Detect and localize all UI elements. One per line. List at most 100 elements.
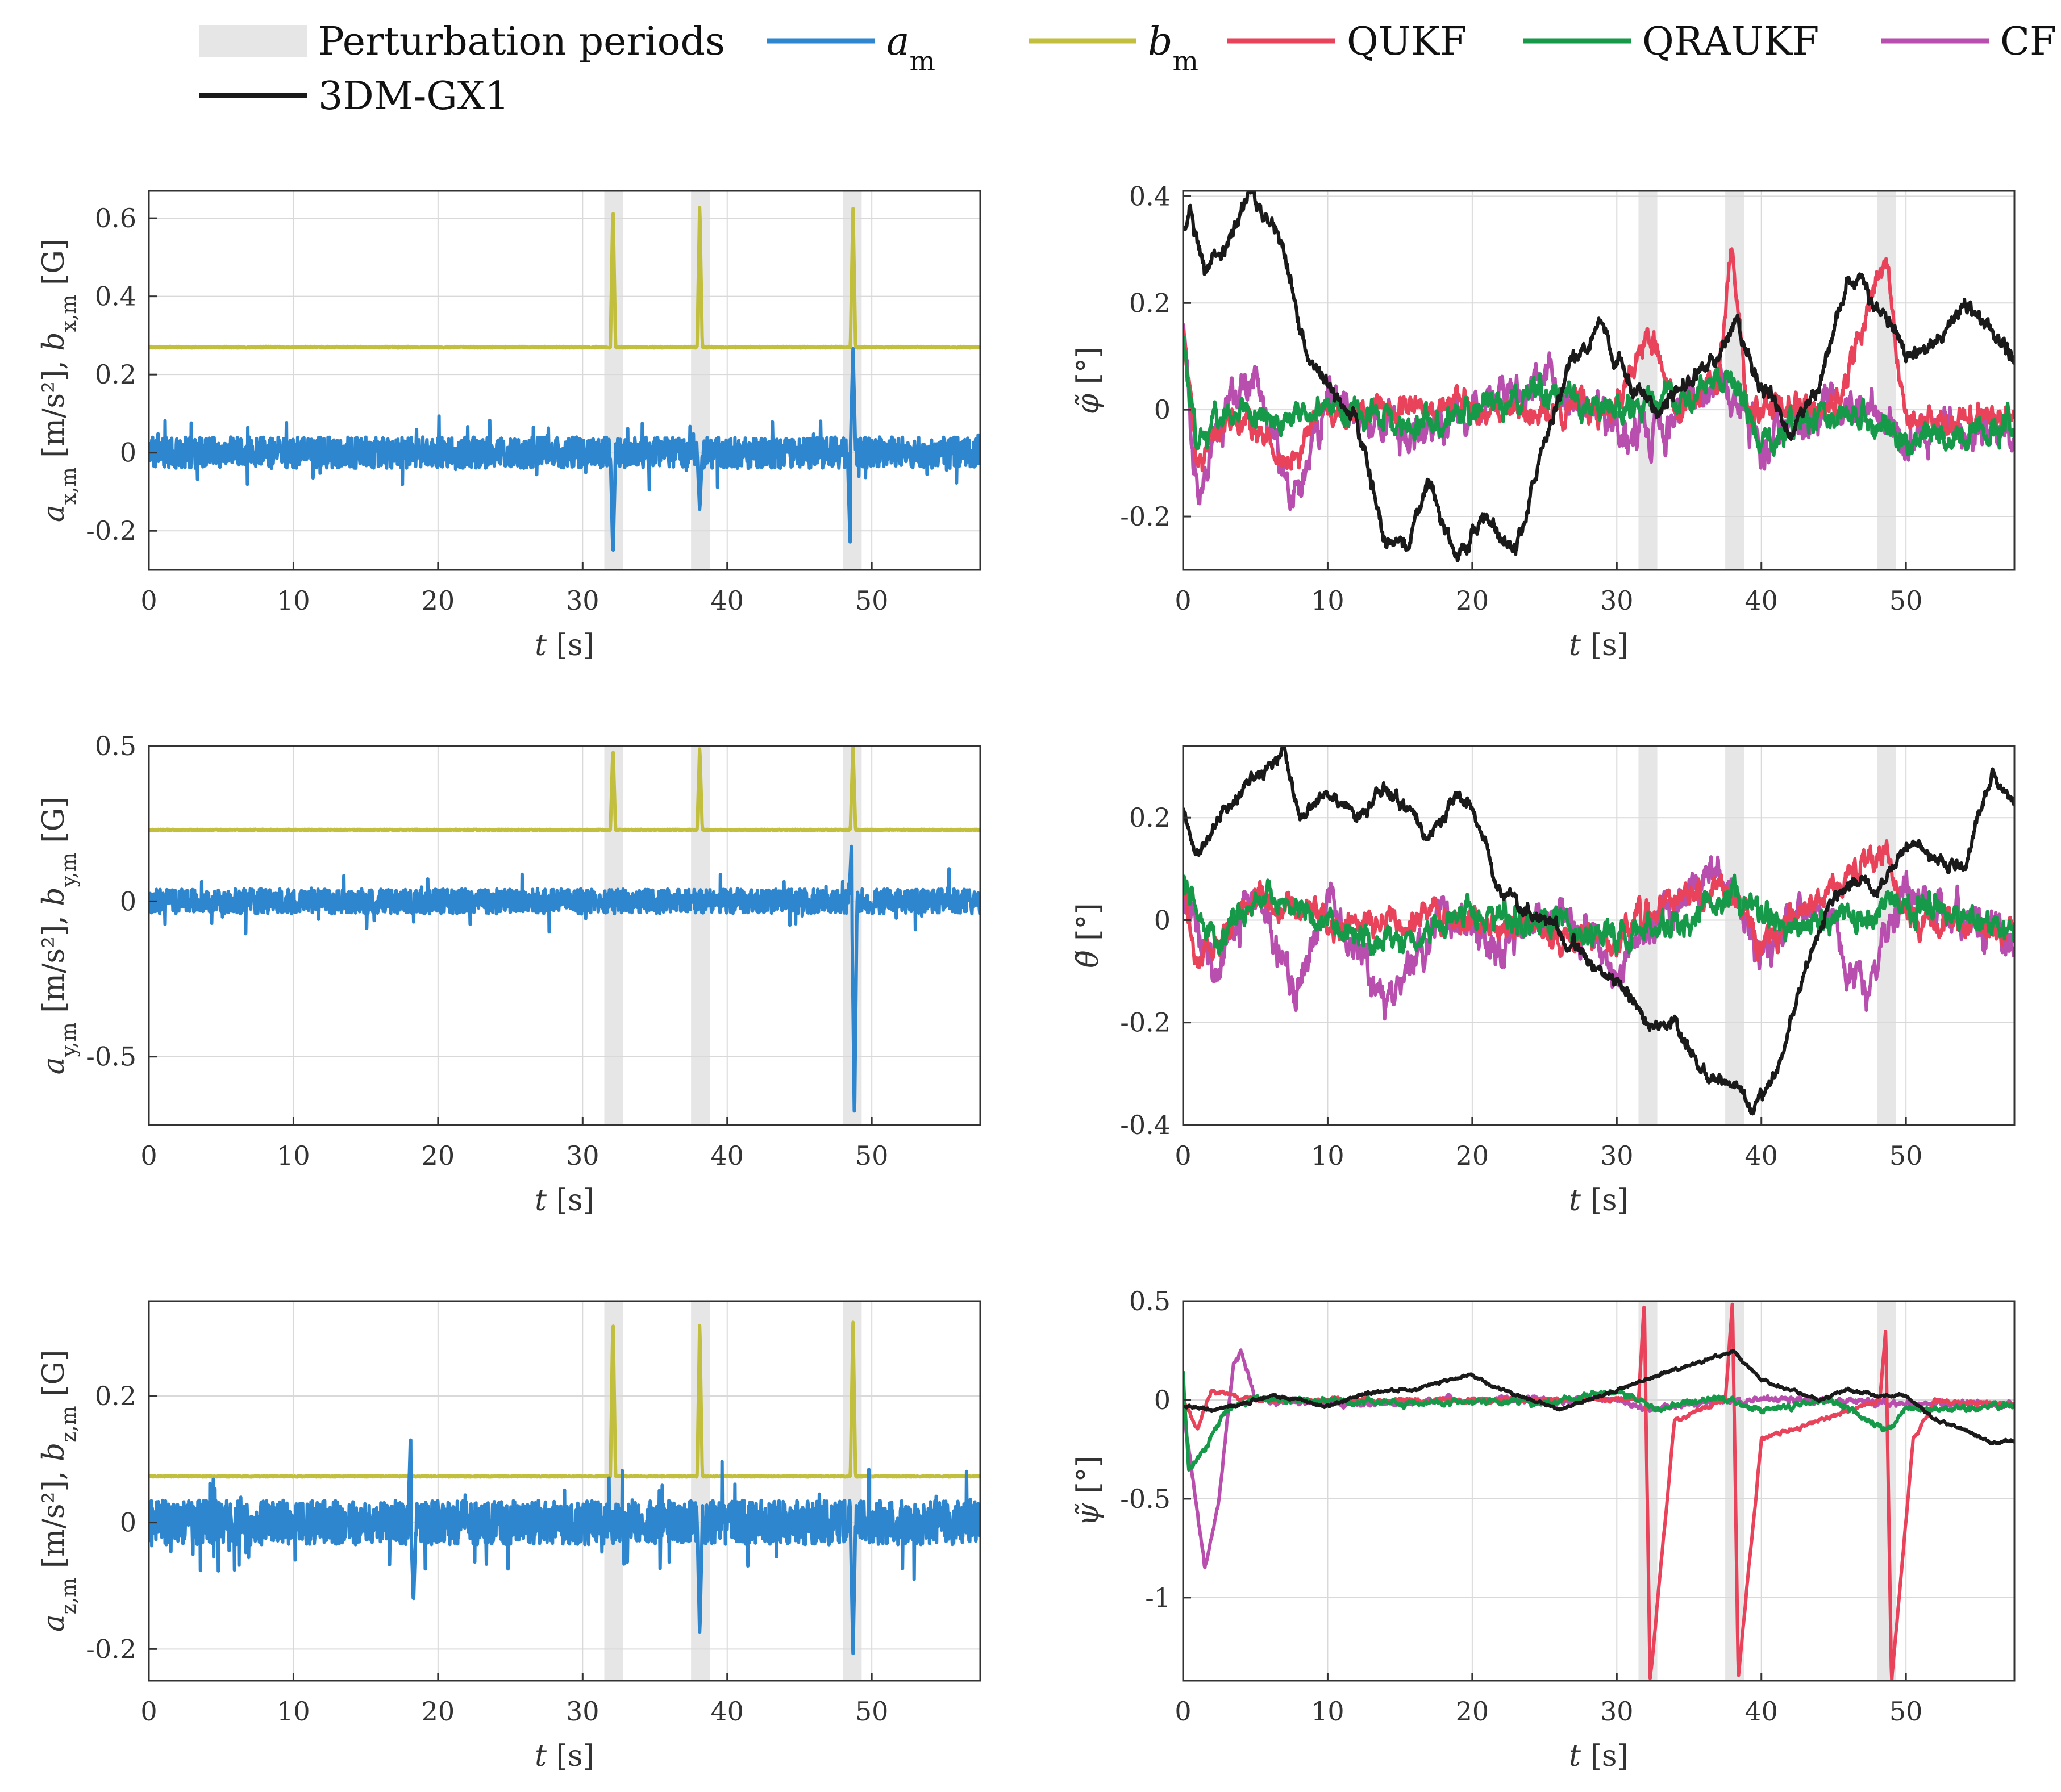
x-tick-label: 40 [1744,1696,1778,1727]
legend-label-bm: bm [1148,19,1198,77]
series-am [149,844,980,1113]
axes-frame [148,1300,981,1682]
y-tick-label: 0 [1154,394,1171,425]
series-am [149,1438,980,1656]
y-tick-label: 0.5 [1129,1286,1171,1316]
series-gx1 [1183,746,2014,1116]
x-axis-label: t [s] [535,1183,594,1218]
legend-item-bm[interactable]: bm [1029,19,1198,77]
legend-item-qraukf[interactable]: QRAUKF [1523,19,1819,64]
x-axis-label: t [s] [535,1739,594,1773]
x-tick-label: 0 [140,1140,157,1171]
legend-swatch-perturb [199,25,307,57]
x-tick-label: 30 [1600,1696,1634,1727]
x-tick-label: 30 [566,585,599,616]
axes-frame [1182,190,2016,571]
y-axis-label: az,m [m/s²], bz,m [G] [37,1350,81,1632]
y-tick-label: 0.4 [95,281,136,312]
chart-ax: 0 10 20 30 40 50 -0.2 0 0.2 0.4 0.6 t [s] ax,m [m/s²… [37,190,981,662]
legend-item-am[interactable]: am [767,19,935,77]
chart-ay: 0 10 20 30 40 50 -0.5 0 0.5 t [s] ay,m [m/s²], by,… [37,731,981,1218]
legend-label-qukf: QUKF [1347,19,1467,64]
x-tick-label: 50 [855,1696,889,1727]
x-tick-label: 0 [1175,1696,1191,1727]
y-tick-label: -0.5 [1120,1483,1171,1514]
y-tick-label: -0.2 [1120,501,1171,532]
y-tick-label: 0.5 [95,731,136,761]
x-tick-label: 50 [1889,1140,1923,1171]
x-tick-label: 0 [140,1696,157,1727]
y-tick-label: -0.2 [1120,1007,1171,1038]
y-axis-label: φ̃ [°] [1071,347,1105,415]
series-gx1 [1183,1349,2014,1445]
legend-label-gx1: 3DM-GX1 [318,74,509,119]
x-tick-label: 20 [422,585,455,616]
x-tick-label: 0 [140,585,157,616]
axes-frame [1182,1300,2016,1682]
x-tick-label: 50 [855,585,889,616]
x-tick-label: 10 [1311,1140,1344,1171]
chart-pitch: 0 10 20 30 40 50 -0.4 -0.2 0 0.2 t [s] θ̃ [°] [1071,745,2016,1218]
y-tick-label: 0.2 [1129,287,1171,318]
x-tick-label: 30 [1600,585,1634,616]
x-tick-label: 30 [1600,1140,1634,1171]
x-tick-label: 40 [710,585,744,616]
y-axis-label: ay,m [m/s²], by,m [G] [37,797,81,1075]
chart-roll: 0 10 20 30 40 50 -0.2 0 0.2 0.4 t [s] φ̃ [°] [1071,181,2016,662]
legend-item-gx1[interactable]: 3DM-GX1 [199,74,509,119]
x-tick-label: 20 [1456,1140,1489,1171]
x-tick-label: 50 [1889,585,1923,616]
x-axis-label: t [s] [1569,1183,1629,1218]
y-axis-label: ax,m [m/s²], bx,m [G] [37,239,81,522]
x-tick-label: 40 [710,1140,744,1171]
x-tick-label: 10 [277,585,310,616]
series-qukf [1183,839,2014,969]
y-axis-label: ψ̃ [°] [1071,1456,1105,1526]
x-tick-label: 10 [277,1696,310,1727]
y-axis-label: θ̃ [°] [1071,903,1105,968]
y-tick-label: 0 [120,886,136,916]
x-tick-label: 20 [1456,1696,1489,1727]
legend: Perturbation periods am bm QUKF QRAUKF CF 3DM-… [199,19,2056,119]
x-tick-label: 10 [1311,1696,1344,1727]
x-tick-label: 10 [277,1140,310,1171]
series-bm [149,1320,980,1479]
y-tick-label: -0.5 [86,1041,136,1072]
axes-frame [148,190,981,571]
y-tick-label: 0.2 [95,1381,136,1411]
x-axis-label: t [s] [535,628,594,662]
perturbation-band [1638,191,1658,570]
series-qraukf [1183,336,2014,457]
series-gx1 [1183,191,2014,562]
y-tick-label: -0.2 [86,1633,136,1664]
legend-item-perturb[interactable]: Perturbation periods [199,19,725,64]
y-tick-label: 0 [120,437,136,468]
x-tick-label: 40 [1744,1140,1778,1171]
y-tick-label: -1 [1145,1582,1171,1613]
legend-label-cf: CF [2000,19,2056,64]
perturbation-band [1877,191,1896,570]
series-qraukf [1183,1371,2014,1472]
x-tick-label: 40 [1744,585,1778,616]
x-tick-label: 20 [422,1696,455,1727]
panels: 0 10 20 30 40 50 -0.2 0 0.2 0.4 0.6 t [s] ax,m [m/s²… [37,181,2016,1773]
x-tick-label: 0 [1175,585,1191,616]
x-tick-label: 20 [422,1140,455,1171]
y-tick-label: -0.4 [1120,1110,1171,1140]
x-tick-label: 50 [855,1140,889,1171]
axes-frame [148,745,981,1126]
x-tick-label: 50 [1889,1696,1923,1727]
y-tick-label: -0.2 [86,515,136,546]
y-tick-label: 0.6 [95,203,136,234]
series-qraukf [1183,873,2014,956]
y-tick-label: 0.2 [1129,802,1171,833]
x-tick-label: 0 [1175,1140,1191,1171]
series-am [149,347,980,552]
x-tick-label: 20 [1456,585,1489,616]
perturbation-band [1725,746,1744,1125]
y-tick-label: 0 [1154,1385,1171,1415]
legend-label-qraukf: QRAUKF [1642,19,1819,64]
legend-item-qukf[interactable]: QUKF [1227,19,1467,64]
legend-item-cf[interactable]: CF [1881,19,2056,64]
